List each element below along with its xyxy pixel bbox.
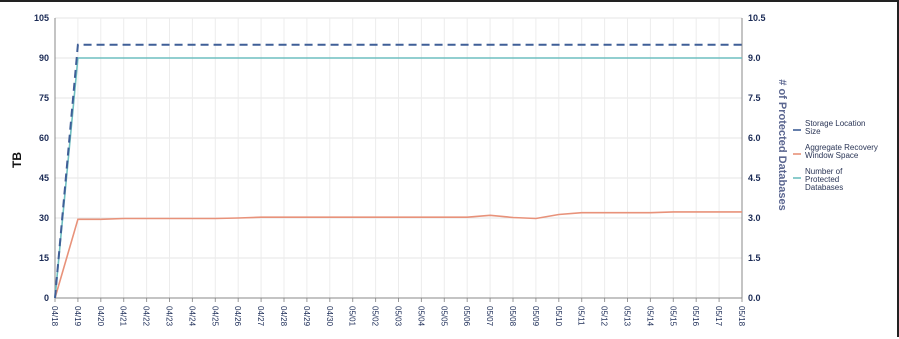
x-tick-label: 04/26 [233,306,242,327]
series-line [54,57,742,299]
legend-label: Storage Location [805,119,866,128]
x-tick-label: 04/25 [210,306,219,327]
x-tick-label: 05/07 [485,306,494,327]
y2-tick-label: 3.0 [748,213,761,223]
y2-tick-label: 1.5 [748,253,761,263]
y-axis-ticks: 0 15 30 45 60 75 90 105 [34,13,49,303]
legend-label: Protected [805,175,839,184]
x-tick-label: 05/17 [714,306,723,327]
x-tick-label: 04/30 [325,306,334,327]
x-tick-label: 04/29 [302,306,311,327]
x-tick-label: 04/28 [279,306,288,327]
x-tick-label: 05/01 [348,306,357,327]
y-tick-label: 0 [44,293,49,303]
legend-label: Size [805,127,821,136]
x-tick-label: 05/05 [439,306,448,327]
y2-tick-label: 4.5 [748,173,761,183]
x-tick-label: 05/11 [577,306,586,326]
x-tick-label: 05/15 [668,306,677,327]
y2-tick-label: 0.0 [748,293,761,303]
x-tick-label: 05/16 [691,306,700,327]
y-tick-label: 15 [39,253,49,263]
x-tick-label: 05/03 [394,306,403,327]
y-tick-label: 105 [34,13,49,23]
y2-tick-label: 6.0 [748,133,761,143]
x-tick-label: 05/06 [462,306,471,327]
y-tick-label: 30 [39,213,49,223]
legend-label: Databases [805,183,843,192]
x-axis-ticks: 04/18 04/19 04/20 04/21 04/22 04/23 04/24 04/25… [50,306,746,327]
series-line [54,43,742,299]
x-tick-label: 04/21 [119,306,128,327]
x-tick-label: 04/23 [165,306,174,327]
x-tick-label: 04/27 [256,306,265,327]
x-tick-label: 05/04 [416,306,425,327]
y2-tick-label: 9.0 [748,53,761,63]
y2-tick-label: 10.5 [748,13,766,23]
grid-lines [55,17,742,298]
x-tick-label: 04/24 [187,306,196,327]
y-tick-label: 90 [39,53,49,63]
series-layer [54,43,742,299]
x-tick-label: 05/18 [737,306,746,327]
y-tick-label: 60 [39,133,49,143]
y-tick-label: 75 [39,93,49,103]
x-tick-label: 05/02 [371,306,380,327]
legend-label: Window Space [805,151,859,160]
x-tick-label: 05/09 [531,306,540,327]
x-tick-label: 05/08 [508,306,517,327]
series-line [54,211,742,299]
legend-label: Aggregate Recovery [805,143,878,152]
x-tick-label: 04/18 [50,306,59,327]
x-tick-label: 05/10 [554,306,563,327]
x-tick-label: 05/14 [645,306,654,327]
legend-label: Number of [805,167,843,176]
x-tick-label: 05/12 [600,306,609,327]
y-axis-title: TB [10,152,24,168]
x-tick-label: 04/19 [73,306,82,327]
y2-axis-title: # of Protected Databases [776,79,788,210]
y2-axis-ticks: 0.0 1.5 3.0 4.5 6.0 7.5 9.0 10.5 [748,13,766,303]
x-tick-label: 05/13 [623,306,632,327]
y-tick-label: 45 [39,173,49,183]
y2-tick-label: 7.5 [748,93,761,103]
axes [54,18,743,302]
x-tick-label: 04/22 [142,306,151,327]
x-tick-label: 04/20 [96,306,105,327]
